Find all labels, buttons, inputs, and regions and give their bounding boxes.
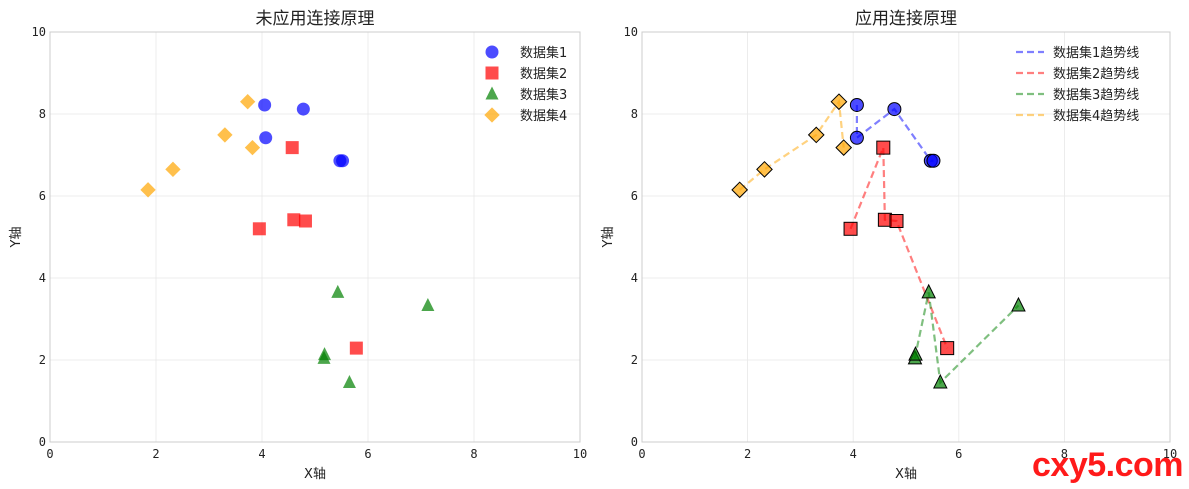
y-tick-label: 6 (631, 189, 638, 203)
y-axis-label: Y轴 (601, 227, 616, 249)
x-tick-label: 10 (1163, 447, 1177, 461)
data-point (921, 283, 937, 299)
y-axis-label: Y轴 (9, 227, 24, 249)
y-tick-label: 8 (631, 107, 638, 121)
y-tick-label: 10 (32, 25, 46, 39)
data-point (336, 154, 350, 168)
legend-label: 数据集3趋势线 (1053, 87, 1139, 103)
data-point (731, 181, 749, 199)
x-tick-label: 10 (573, 447, 587, 461)
data-point (298, 214, 312, 228)
data-point (1011, 296, 1026, 312)
data-point (165, 161, 181, 178)
plot-frame (641, 31, 1171, 443)
data-point (849, 130, 864, 145)
x-tick-label: 0 (638, 447, 645, 461)
chart-title: 未应用连接原理 (256, 9, 375, 29)
legend-label: 数据集1 (520, 45, 567, 61)
chart-panel-2: 0 2 4 6 8 10 0 2 4 6 8 10 应用连接原理 X轴 Y轴 数据集1趋势线数据集2趋势线数据… (601, 9, 1177, 482)
x-tick-label: 0 (46, 447, 53, 461)
data-point (849, 97, 864, 112)
data-point (889, 214, 904, 229)
data-point (140, 182, 156, 198)
data-point (933, 373, 948, 389)
data-point (285, 141, 299, 155)
data-point (830, 93, 848, 111)
y-tick-label: 2 (631, 353, 638, 367)
y-tick-label: 6 (39, 189, 46, 203)
data-point (877, 212, 892, 227)
legend-swatch (485, 66, 499, 80)
legend-label: 数据集2 (520, 66, 567, 82)
x-tick-label: 2 (744, 447, 751, 461)
trend-line (913, 292, 1020, 385)
chart-panel-1: 0 2 4 6 8 100246810未应用连接原理X轴Y轴数据集1数据集2数据集3数据集… (9, 9, 587, 482)
data-point (342, 375, 356, 389)
y-tick-label: 10 (624, 25, 638, 39)
y-tick-label: 4 (39, 271, 46, 285)
x-tick-label: 6 (364, 447, 371, 461)
data-point (240, 94, 256, 110)
data-point (217, 127, 233, 143)
data-point (908, 346, 923, 361)
plot-frame (49, 31, 581, 443)
legend-label: 数据集4 (520, 108, 567, 124)
data-point (421, 297, 435, 311)
x-tick-label: 2 (152, 447, 159, 461)
trend-line (738, 98, 845, 191)
data-point (258, 98, 272, 112)
legend-swatch (485, 86, 499, 100)
legend: 数据集1 数据集2 数据集3 数据集4 (484, 45, 567, 124)
data-point (756, 160, 773, 178)
x-tick-label: 4 (850, 447, 857, 461)
data-point (259, 131, 273, 145)
data-point (317, 350, 331, 364)
data-point (252, 222, 266, 236)
legend-label: 数据集4趋势线 (1053, 108, 1139, 124)
legend-label: 数据集3 (520, 87, 567, 103)
chart-title: 应用连接原理 (855, 9, 957, 29)
legend-swatch (484, 107, 500, 123)
data-point (835, 139, 853, 156)
data-point (807, 126, 825, 144)
y-tick-label: 0 (631, 435, 638, 449)
y-tick-label: 8 (39, 107, 46, 121)
legend-label: 数据集2趋势线 (1053, 66, 1139, 82)
legend-swatch (485, 45, 499, 59)
x-tick-label: 6 (955, 447, 962, 461)
x-tick-label: 8 (1061, 447, 1068, 461)
data-point (287, 213, 301, 227)
data-point (876, 140, 891, 155)
x-axis-label: X轴 (895, 467, 917, 482)
data-point (349, 341, 363, 355)
watermark-logo: cxy5.com (1032, 446, 1184, 484)
data-point (331, 284, 345, 298)
y-tick-label: 2 (39, 353, 46, 367)
data-point (843, 221, 858, 236)
x-tick-label: 4 (258, 447, 265, 461)
y-tick-label: 4 (631, 271, 638, 285)
data-point (244, 139, 261, 156)
x-tick-label: 8 (470, 447, 477, 461)
data-point (940, 341, 955, 356)
y-tick-label: 0 (39, 435, 46, 449)
data-point (887, 102, 902, 117)
data-point (926, 153, 941, 168)
legend-label: 数据集1趋势线 (1053, 45, 1139, 61)
x-axis-label: X轴 (304, 467, 326, 482)
data-point (296, 102, 310, 116)
